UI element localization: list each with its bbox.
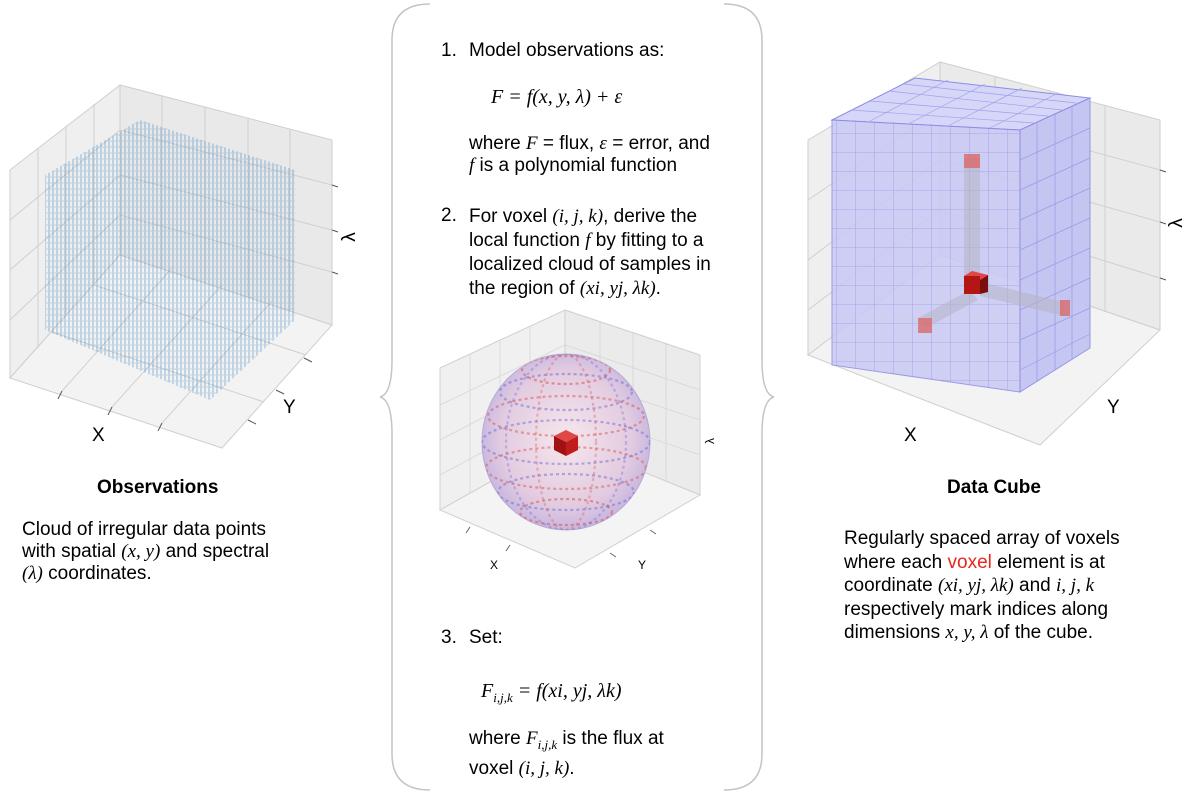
cube-horizontal-rod-y <box>980 282 1064 316</box>
cube-y-label: Y <box>1107 397 1120 418</box>
voxel-highlight-word: voxel <box>947 551 992 573</box>
observations-title: Observations <box>97 477 219 498</box>
sphere-y-label: Y <box>638 558 647 572</box>
cube-front-face <box>831 119 1021 393</box>
sphere-center-voxel-right <box>566 436 578 456</box>
step-2-number: 2. <box>441 205 457 226</box>
left-brace <box>379 3 431 791</box>
sphere-center-voxel-left <box>554 436 566 456</box>
cube-vertical-rod <box>964 158 980 282</box>
observations-x-label: X <box>92 425 105 446</box>
step-1-where: where F = flux, ε = error, and f is a po… <box>469 133 710 176</box>
cube-horizontal-rod-x <box>918 290 978 328</box>
step-1-number: 1. <box>441 40 457 61</box>
step-3-text: Set: <box>469 627 503 648</box>
step-3-where: where Fi,j,k is the flux at voxel (i, j,… <box>469 728 664 779</box>
rod-end-right <box>1060 300 1070 316</box>
equation-3: Fi,j,k = f(xi, yj, λk) <box>481 680 622 705</box>
rod-end-left <box>918 318 932 333</box>
step-3-number: 3. <box>441 627 457 648</box>
data-cube-description: Regularly spaced array of voxels where e… <box>844 528 1120 643</box>
rod-end-top <box>964 154 980 168</box>
cube-center-voxel-top <box>964 271 988 280</box>
cube-lambda-label: λ <box>1165 218 1187 228</box>
observations-description: Cloud of irregular data points with spat… <box>22 519 270 584</box>
cube-center-voxel-front <box>964 276 980 294</box>
sphere-x-label: X <box>490 558 499 572</box>
equation-1: F = f(x, y, λ) + ε <box>491 86 623 108</box>
observations-y-label: Y <box>283 397 296 418</box>
cube-x-label: X <box>904 425 917 446</box>
observations-lambda-label: λ <box>338 232 360 242</box>
step-1-text: Model observations as: <box>469 40 665 61</box>
sphere-sampling-plot <box>438 309 702 569</box>
sphere-lambda-label: λ <box>703 438 717 444</box>
cube-center-voxel-side <box>980 275 988 294</box>
data-cube-plot <box>806 61 1167 446</box>
observations-plot <box>9 83 339 449</box>
step-2-text: For voxel (i, j, k), derive the local fu… <box>469 206 711 299</box>
right-brace <box>723 3 775 791</box>
data-cube-title: Data Cube <box>947 477 1041 498</box>
data-point-cloud <box>45 120 295 400</box>
